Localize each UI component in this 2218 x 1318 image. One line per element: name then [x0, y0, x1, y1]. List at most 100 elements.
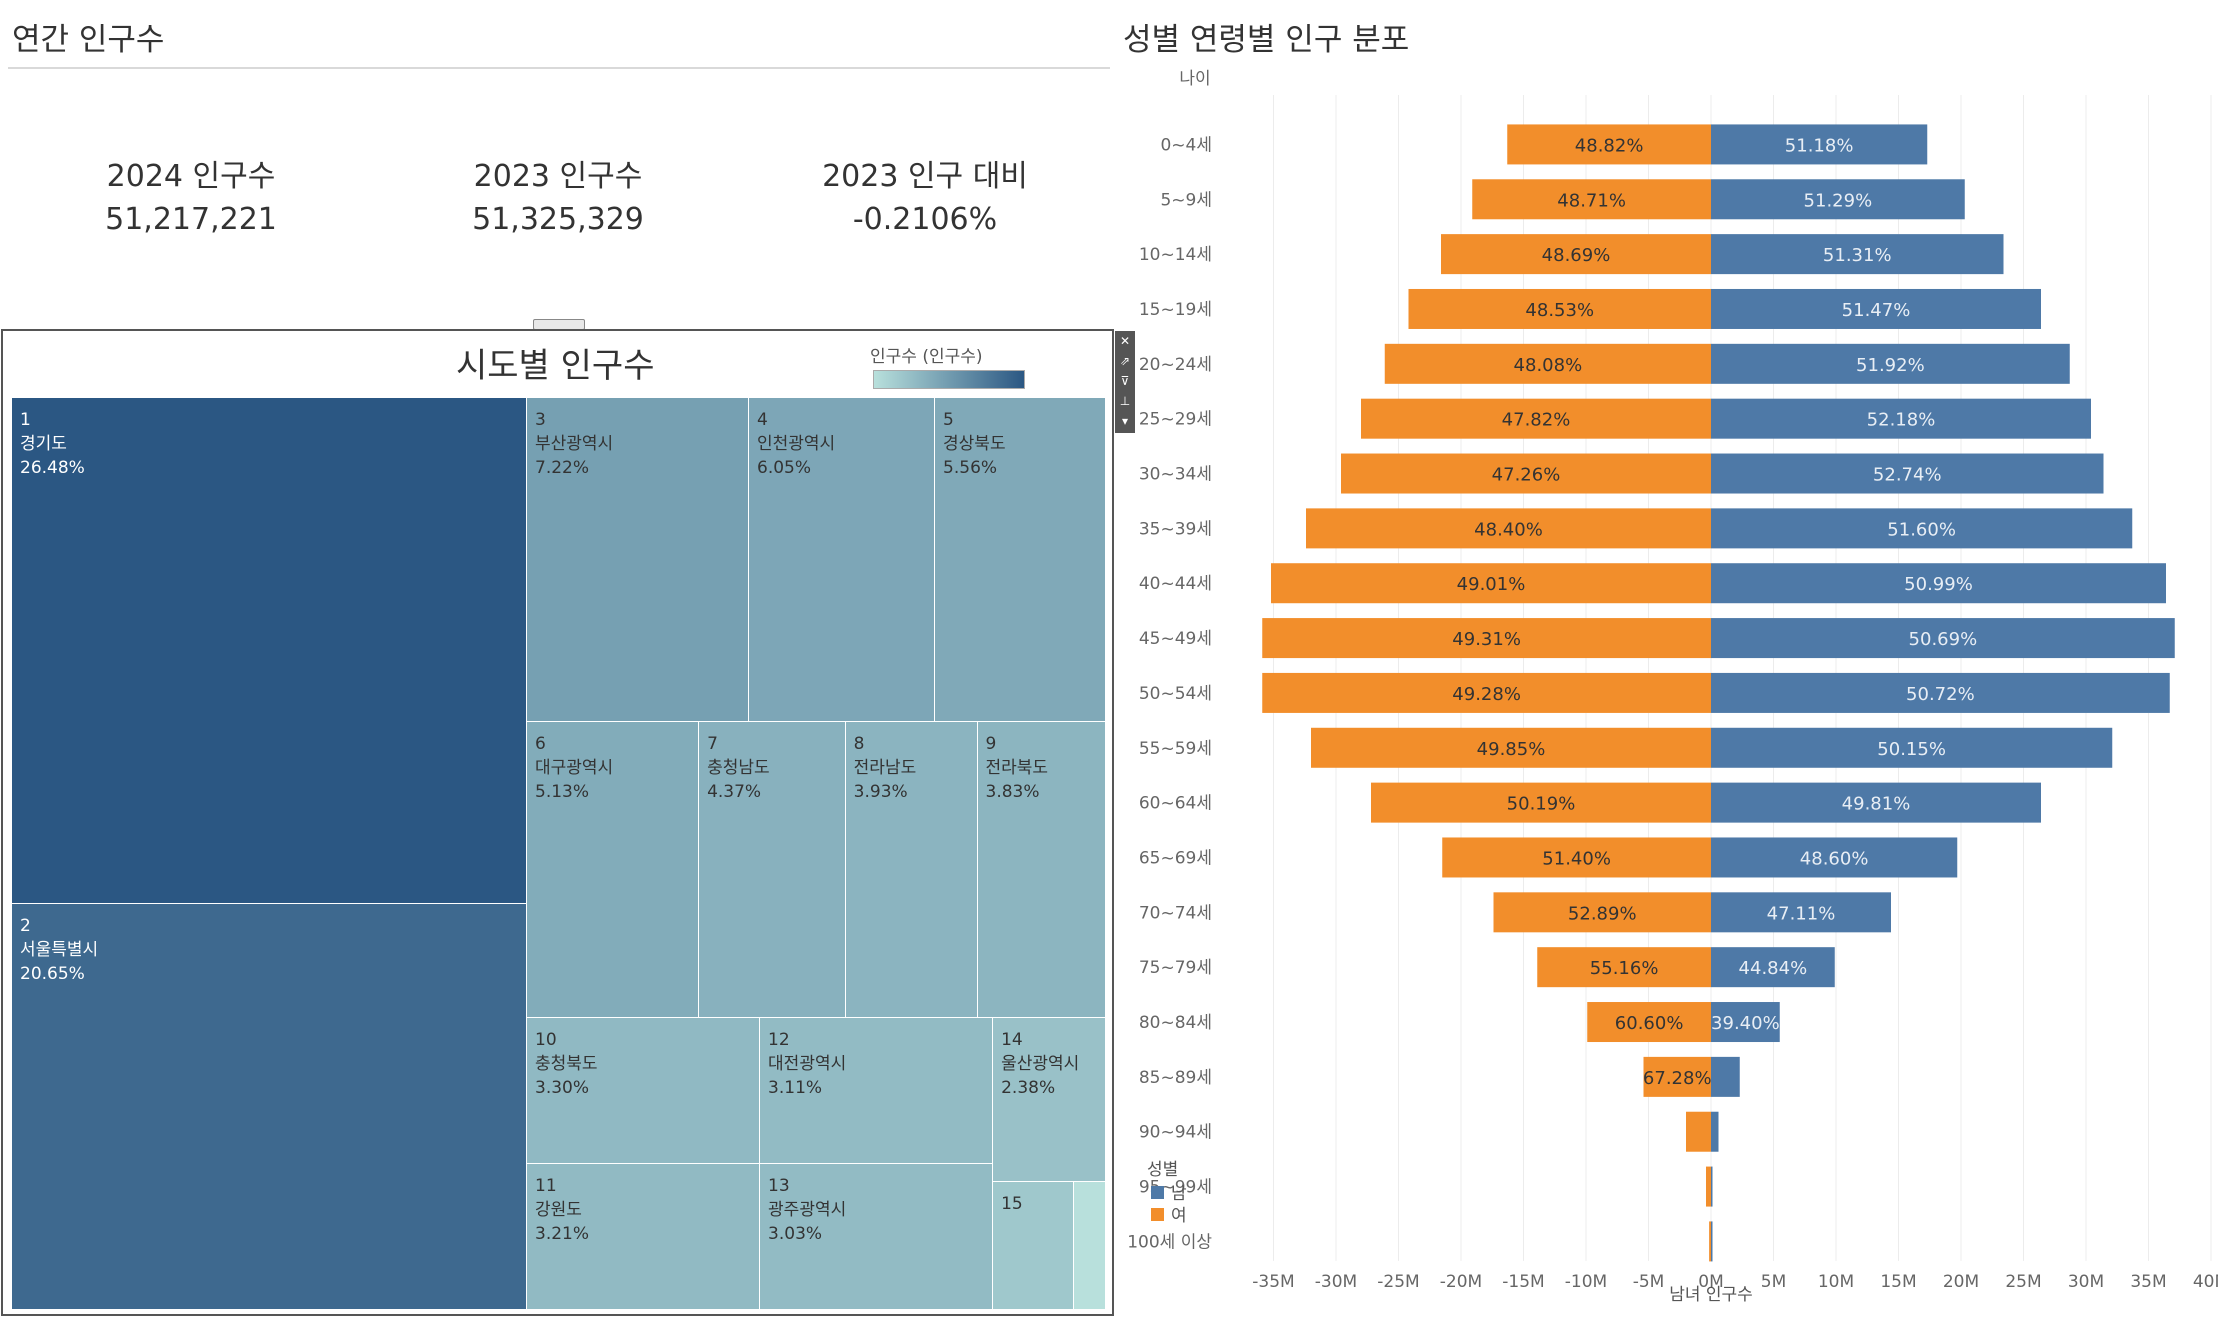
kpi-change-value: -0.2106%: [852, 202, 998, 237]
tile-rank: 15: [1001, 1194, 1023, 1215]
bar-male: [1711, 947, 1835, 988]
tile-rank: 6: [535, 733, 546, 754]
x-tick-label: 25M: [2005, 1272, 2041, 1292]
tile-rank: 4: [757, 410, 768, 430]
treemap-tile[interactable]: 14 울산광역시 2.38%: [993, 1018, 1106, 1183]
tile-rank: 14: [1001, 1030, 1023, 1051]
male-data-label: 51.60%: [1887, 519, 1956, 540]
bar-male: [1711, 398, 2091, 439]
treemap-tile[interactable]: 9 전라북도 3.83%: [977, 721, 1106, 1019]
x-tick-label: -25M: [1377, 1272, 1419, 1292]
open-in-new-icon[interactable]: ⇗: [1119, 354, 1131, 368]
bar-male: [1711, 782, 2041, 823]
treemap-tile[interactable]: 7 충청남도 4.37%: [699, 721, 846, 1019]
tile-pct: 6.05%: [757, 458, 812, 478]
tile-name: 강원도: [535, 1200, 582, 1221]
bar-female: [1706, 1166, 1711, 1207]
male-data-label: 39.40%: [1711, 1013, 1780, 1034]
tile-pct: 26.48%: [20, 458, 85, 478]
treemap-tile[interactable]: [1074, 1182, 1106, 1310]
y-tick-label: 60~64세: [1139, 794, 1212, 814]
bar-female: [1384, 343, 1711, 384]
female-data-label: 49.31%: [1452, 629, 1521, 650]
female-data-label: 48.71%: [1557, 190, 1626, 211]
treemap-tile[interactable]: 4 인천광역시 6.05%: [749, 398, 936, 722]
kpi-2023-value: 51,325,329: [472, 202, 644, 237]
female-data-label: 48.40%: [1474, 519, 1543, 540]
bar-male: [1711, 1056, 1740, 1097]
tile-name: 울산광역시: [1001, 1054, 1080, 1075]
y-tick-label: 30~34세: [1139, 465, 1212, 485]
female-data-label: 49.85%: [1477, 739, 1546, 760]
y-tick-label: 40~44세: [1139, 574, 1212, 594]
y-tick-label: 85~89세: [1139, 1068, 1212, 1088]
treemap-tile[interactable]: 5 경상북도 5.56%: [935, 398, 1106, 722]
tile-rank: 9: [985, 733, 997, 754]
female-data-label: 48.08%: [1514, 355, 1583, 376]
treemap-tile[interactable]: 11 강원도 3.21%: [527, 1164, 761, 1310]
tile-name: 경상북도: [943, 434, 1006, 454]
tile-rank: 11: [535, 1176, 557, 1197]
pin-icon[interactable]: ⊥: [1119, 394, 1131, 408]
tile-rank: 7: [707, 733, 718, 754]
filter-icon[interactable]: ⊽: [1120, 374, 1130, 388]
x-tick-label: -35M: [1252, 1272, 1294, 1292]
x-tick-label: 30M: [2068, 1272, 2104, 1292]
male-data-label: 44.84%: [1739, 958, 1808, 979]
x-tick-label: 40M: [2193, 1272, 2218, 1292]
bar-female: [1537, 947, 1711, 988]
female-data-label: 48.82%: [1575, 135, 1644, 156]
bar-female: [1262, 672, 1711, 713]
treemap-tile[interactable]: 3 부산광역시 7.22%: [527, 398, 749, 722]
tile-name: 충청북도: [535, 1054, 598, 1075]
legend-swatch-male: [1151, 1186, 1164, 1199]
tile-pct: 2.38%: [1001, 1078, 1056, 1099]
treemap-tile[interactable]: 1 경기도 26.48%: [12, 398, 527, 905]
male-data-label: 50.69%: [1909, 629, 1978, 650]
bar-female: [1442, 837, 1711, 878]
tile-rank: 12: [768, 1030, 790, 1051]
treemap-tile[interactable]: 10 충청북도 3.30%: [527, 1018, 761, 1165]
treemap-tile[interactable]: 2 서울특별시 20.65%: [12, 904, 527, 1310]
bar-male: [1711, 234, 2004, 275]
bar-female: [1643, 1056, 1711, 1097]
x-tick-label: 20M: [1943, 1272, 1979, 1292]
more-options-icon[interactable]: ▾: [1121, 414, 1129, 428]
bar-female: [1587, 1002, 1711, 1043]
treemap-tile[interactable]: 15: [993, 1182, 1075, 1310]
treemap-tile[interactable]: 8 전라남도 3.93%: [845, 721, 978, 1019]
bar-female: [1361, 398, 1711, 439]
x-tick-label: 15M: [1880, 1272, 1916, 1292]
tile-pct: 5.56%: [943, 458, 998, 478]
treemap-chart: 1 경기도 26.48% 2 서울특별시 20.65% 3 부산광역시 7.22% 4 인천광역시 6…: [12, 398, 1106, 1310]
tile-pct: 5.13%: [535, 781, 590, 802]
tile-name: 전라북도: [985, 757, 1049, 778]
y-tick-label: 100세 이상: [1127, 1232, 1212, 1252]
sheet-toolbar: ✕ ⇗ ⊽ ⊥ ▾: [1115, 331, 1135, 433]
treemap-tile[interactable]: 12 대전광역시 3.11%: [760, 1018, 994, 1165]
x-axis-title: 남녀 인구수: [1669, 1285, 1753, 1305]
bar-female: [1341, 453, 1711, 494]
legend-title: 성별: [1147, 1160, 1178, 1180]
y-tick-label: 5~9세: [1160, 190, 1212, 210]
treemap-tile[interactable]: 13 광주광역시 3.03%: [760, 1164, 994, 1310]
tile-pct: 4.37%: [707, 781, 762, 802]
y-tick-label: 50~54세: [1139, 684, 1212, 704]
y-tick-label: 55~59세: [1139, 739, 1212, 759]
treemap-tile[interactable]: 6 대구광역시 5.13%: [527, 721, 700, 1019]
y-axis-title: 나이: [1179, 69, 1210, 89]
tile-name: 대구광역시: [535, 757, 614, 778]
kpi-2024: 2024 인구수 51,217,221: [21, 155, 361, 241]
tile-name: 경기도: [20, 434, 67, 454]
bar-male: [1711, 1166, 1713, 1207]
treemap-title: 시도별 인구수: [456, 346, 655, 386]
bar-male: [1711, 892, 1891, 933]
tile-name: 광주광역시: [768, 1200, 847, 1221]
tile-name: 전라남도: [853, 757, 917, 778]
female-data-label: 47.82%: [1502, 410, 1571, 431]
tile-pct: 3.21%: [535, 1224, 590, 1245]
x-tick-label: -5M: [1633, 1272, 1665, 1292]
close-icon[interactable]: ✕: [1119, 334, 1131, 348]
tile-name: 부산광역시: [535, 434, 614, 454]
male-data-label: 50.99%: [1904, 574, 1973, 595]
